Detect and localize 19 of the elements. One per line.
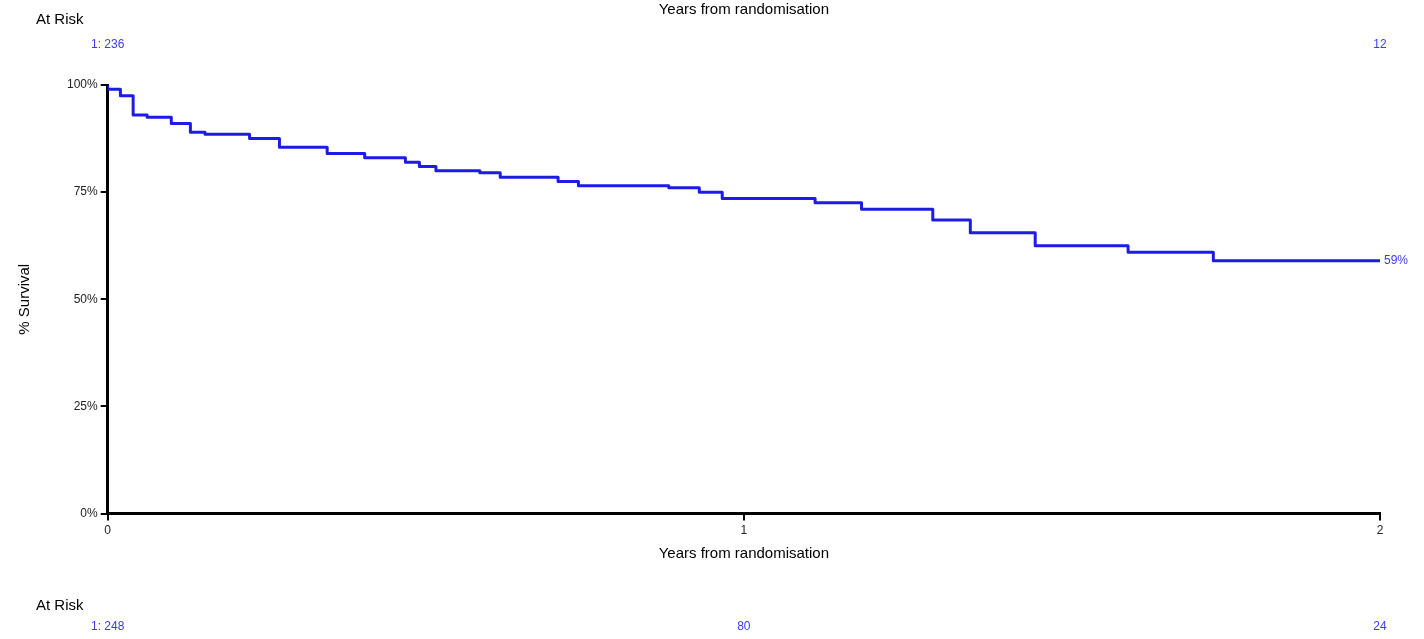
annotation: 59% <box>1384 253 1409 268</box>
text: At Risk <box>36 10 84 28</box>
text: 1: 248 <box>91 619 125 634</box>
y-tick-label: 50% <box>73 291 99 306</box>
y-axis-title: % Survival <box>15 263 33 335</box>
x-tick-label: 2 <box>1376 523 1384 538</box>
text: 24 <box>1373 619 1387 634</box>
text: 80 <box>737 619 751 634</box>
text: 12 <box>1373 37 1387 52</box>
y-tick-label: 75% <box>73 184 99 199</box>
x-tick-label: 1 <box>740 523 748 538</box>
y-tick-label: 100% <box>66 77 99 92</box>
text: 1: 236 <box>91 37 125 52</box>
chart-title: Years from randomisation <box>658 0 830 18</box>
text: At Risk <box>36 596 84 614</box>
y-tick-label: 25% <box>73 398 99 413</box>
y-tick-label: 0% <box>80 505 99 520</box>
x-tick-label: 0 <box>104 523 112 538</box>
x-axis-title: Years from randomisation <box>658 544 830 562</box>
